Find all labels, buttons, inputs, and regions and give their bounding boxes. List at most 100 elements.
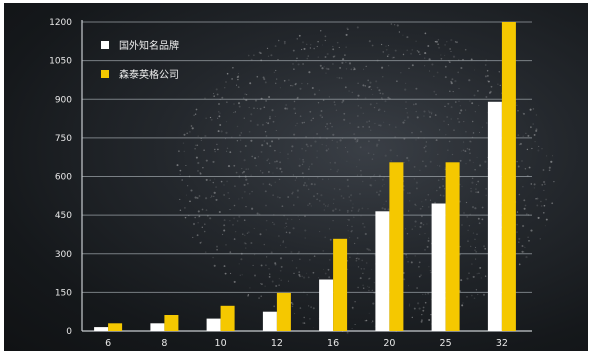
particle-dot xyxy=(346,331,349,334)
particle-dot xyxy=(344,146,347,148)
particle-dot xyxy=(287,158,289,160)
particle-dot xyxy=(333,198,335,200)
particle-dot xyxy=(458,100,460,102)
particle-dot xyxy=(360,174,363,177)
particle-dot xyxy=(308,202,311,205)
particle-dot xyxy=(539,238,541,240)
particle-dot xyxy=(233,204,236,207)
particle-dot xyxy=(194,113,197,115)
particle-dot xyxy=(291,85,294,87)
particle-dot xyxy=(351,306,354,309)
particle-dot xyxy=(404,88,407,91)
particle-dot xyxy=(466,296,468,298)
particle-dot xyxy=(332,202,335,205)
particle-dot xyxy=(516,223,518,226)
particle-dot xyxy=(223,265,226,268)
particle-dot xyxy=(213,93,215,95)
particle-dot xyxy=(232,223,234,226)
particle-dot xyxy=(321,67,324,70)
particle-dot xyxy=(301,148,303,150)
bar-series-1-12 xyxy=(262,311,277,331)
particle-dot xyxy=(473,94,476,97)
particle-dot xyxy=(411,49,414,51)
particle-dot xyxy=(481,218,484,221)
bar-series-2-16 xyxy=(333,238,348,331)
particle-dot xyxy=(310,119,313,122)
particle-dot xyxy=(301,82,303,85)
particle-dot xyxy=(281,205,284,208)
particle-dot xyxy=(287,280,289,282)
particle-dot xyxy=(278,235,280,237)
particle-dot xyxy=(182,142,185,144)
particle-dot xyxy=(532,123,534,125)
particle-dot xyxy=(406,156,409,160)
particle-dot xyxy=(355,258,357,260)
particle-dot xyxy=(476,273,478,275)
particle-dot xyxy=(320,194,323,197)
gridlines xyxy=(82,21,532,293)
particle-dot xyxy=(249,119,252,123)
particle-dot xyxy=(486,122,488,124)
particle-dot xyxy=(298,34,301,37)
particle-dot xyxy=(331,63,334,65)
particle-dot xyxy=(229,208,231,211)
particle-dot xyxy=(371,93,374,96)
particle-dot xyxy=(308,166,311,168)
particle-dot xyxy=(419,53,421,56)
particle-dot xyxy=(278,278,280,280)
particle-dot xyxy=(350,194,353,197)
particle-dot xyxy=(350,209,353,212)
bar-series-1-25 xyxy=(431,203,446,331)
particle-dot xyxy=(302,41,304,44)
particle-dot xyxy=(265,229,267,231)
particle-dot xyxy=(247,54,250,57)
particle-dot xyxy=(543,204,546,207)
particle-dot xyxy=(475,188,477,190)
particle-dot xyxy=(234,111,237,113)
particle-dot xyxy=(303,316,305,319)
particle-dot xyxy=(290,301,293,304)
particle-dot xyxy=(430,313,432,316)
particle-dot xyxy=(255,165,257,167)
particle-dot xyxy=(307,83,309,85)
particle-dot xyxy=(210,196,212,199)
x-tick-label: 8 xyxy=(161,338,167,349)
particle-dot xyxy=(521,245,524,247)
particle-dot xyxy=(304,215,306,218)
particle-dot xyxy=(275,167,279,170)
particle-dot xyxy=(442,178,444,180)
particle-dot xyxy=(363,226,366,228)
particle-dot xyxy=(272,172,274,174)
particle-dot xyxy=(406,232,409,235)
particle-dot xyxy=(550,160,553,163)
particle-dot xyxy=(429,199,432,201)
particle-dot xyxy=(346,27,349,30)
particle-dot xyxy=(267,55,270,57)
particle-dot xyxy=(518,193,521,196)
particle-dot xyxy=(382,51,385,53)
particle-dot xyxy=(197,216,199,218)
particle-dot xyxy=(205,197,208,200)
particle-dot xyxy=(309,317,311,320)
particle-dot xyxy=(363,68,365,70)
particle-dot xyxy=(293,68,295,70)
particle-dot xyxy=(308,178,310,180)
particle-dot xyxy=(379,124,382,127)
particle-dot xyxy=(233,280,236,283)
particle-dot xyxy=(292,227,295,230)
particle-dot xyxy=(320,30,322,32)
particle-dot xyxy=(535,198,537,200)
particle-dot xyxy=(436,71,439,74)
particle-dot xyxy=(197,161,200,165)
particle-dot xyxy=(213,95,215,97)
particle-dot xyxy=(356,139,359,141)
particle-dot xyxy=(342,99,345,102)
particle-dot xyxy=(428,70,431,72)
particle-dot xyxy=(448,61,451,64)
particle-dot xyxy=(369,81,372,84)
particle-dot xyxy=(226,101,228,103)
particle-dot xyxy=(270,184,273,187)
particle-dot xyxy=(459,245,461,248)
particle-dot xyxy=(351,91,353,94)
legend: 国外知名品牌 森泰英格公司 xyxy=(101,39,179,81)
